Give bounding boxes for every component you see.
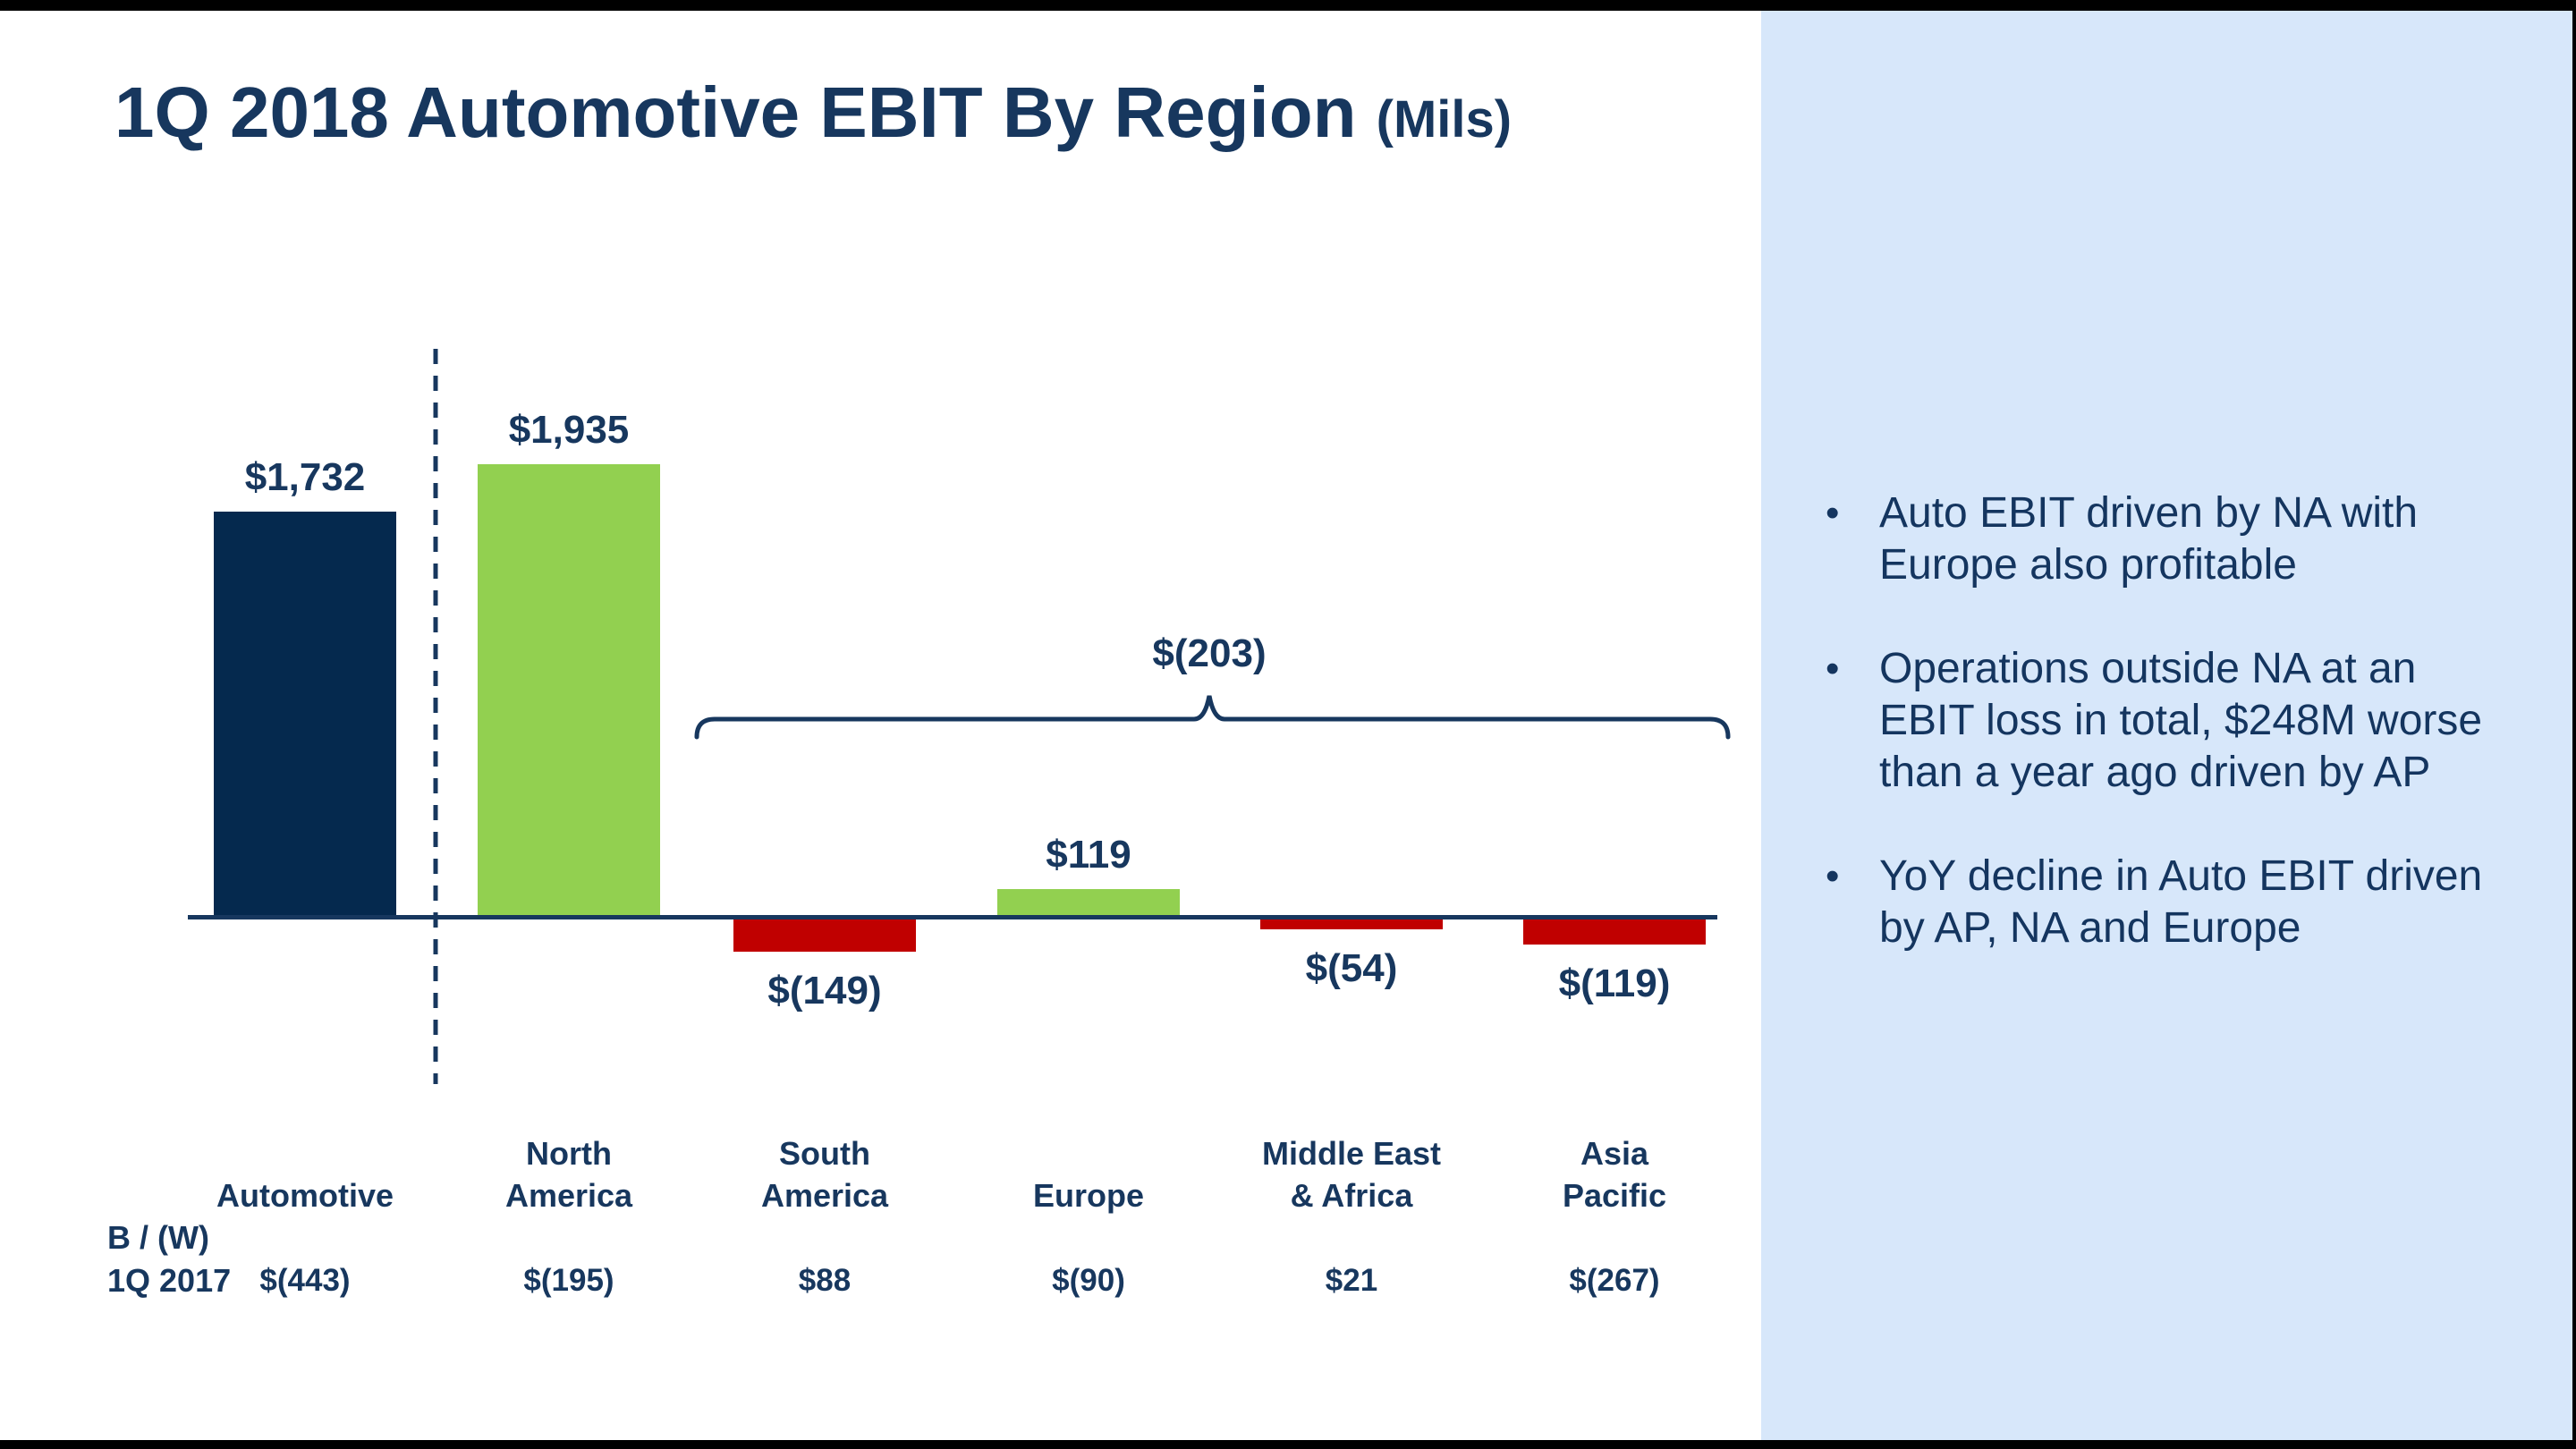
separator-dashed-line bbox=[433, 349, 438, 1084]
bar-south-america bbox=[733, 917, 916, 952]
comparison-header: B / (W) bbox=[107, 1219, 209, 1256]
category-label-middle-east-africa: Middle East & Africa bbox=[1217, 1111, 1486, 1216]
category-label-line: Europe bbox=[1032, 1177, 1144, 1214]
category-label-asia-pacific: Asia Pacific bbox=[1480, 1111, 1749, 1216]
comparison-value-north-america: $(195) bbox=[523, 1263, 614, 1298]
value-label-middle-east-africa: $(54) bbox=[1305, 946, 1398, 990]
bar-middle-east-africa bbox=[1260, 917, 1443, 929]
commentary-sidebar: Auto EBIT driven by NA with Europe also … bbox=[1761, 11, 2572, 1440]
category-label-line: America bbox=[504, 1177, 633, 1214]
category-label-line: North bbox=[526, 1135, 612, 1172]
ebit-by-region-bar-chart: $(203) B / (W) 1Q 2017 $1,732 Automotive $… bbox=[0, 11, 1761, 1440]
bar-north-america bbox=[478, 464, 660, 917]
page-title-text: 1Q 2018 Automotive EBIT By Region bbox=[114, 72, 1357, 152]
category-label-europe: Europe bbox=[954, 1111, 1223, 1216]
comparison-value-south-america: $88 bbox=[798, 1263, 852, 1298]
bar-automotive bbox=[214, 512, 396, 917]
value-label-automotive: $1,732 bbox=[244, 455, 366, 499]
comparison-row-label: 1Q 2017 bbox=[107, 1262, 232, 1299]
comparison-value-europe: $(90) bbox=[1052, 1263, 1125, 1298]
brace-annotation bbox=[694, 695, 1731, 740]
category-label-north-america: North America bbox=[435, 1111, 703, 1216]
bullet-item: Auto EBIT driven by NA with Europe also … bbox=[1824, 487, 2510, 591]
category-label-line: Asia bbox=[1580, 1135, 1649, 1172]
category-label-line: Pacific bbox=[1562, 1177, 1667, 1214]
page-title-units: (Mils) bbox=[1376, 90, 1513, 148]
slide: 1Q 2018 Automotive EBIT By Region (Mils)… bbox=[0, 11, 2572, 1440]
bar-europe bbox=[997, 889, 1180, 917]
bullet-list: Auto EBIT driven by NA with Europe also … bbox=[1824, 487, 2510, 954]
comparison-value-middle-east-africa: $21 bbox=[1325, 1263, 1378, 1298]
category-label-line: Automotive bbox=[216, 1177, 394, 1214]
comparison-value-automotive: $(443) bbox=[259, 1263, 351, 1298]
bar-asia-pacific bbox=[1523, 917, 1706, 945]
category-label-line: America bbox=[760, 1177, 889, 1214]
category-label-line: Middle East bbox=[1261, 1135, 1442, 1172]
bullet-item: Operations outside NA at an EBIT loss in… bbox=[1824, 643, 2510, 799]
value-label-europe: $119 bbox=[1046, 833, 1131, 877]
value-label-south-america: $(149) bbox=[767, 969, 882, 1013]
category-label-automotive: Automotive bbox=[171, 1111, 439, 1216]
brace-label: $(203) bbox=[1152, 631, 1267, 675]
value-label-north-america: $1,935 bbox=[508, 408, 630, 452]
category-label-south-america: South America bbox=[691, 1111, 959, 1216]
category-label-line: South bbox=[779, 1135, 870, 1172]
page-title: 1Q 2018 Automotive EBIT By Region (Mils) bbox=[114, 70, 1512, 163]
comparison-value-asia-pacific: $(267) bbox=[1569, 1263, 1660, 1298]
bullet-item: YoY decline in Auto EBIT driven by AP, N… bbox=[1824, 851, 2510, 954]
value-label-asia-pacific: $(119) bbox=[1558, 962, 1671, 1005]
x-axis-line bbox=[188, 915, 1717, 919]
category-label-line: & Africa bbox=[1290, 1177, 1413, 1214]
